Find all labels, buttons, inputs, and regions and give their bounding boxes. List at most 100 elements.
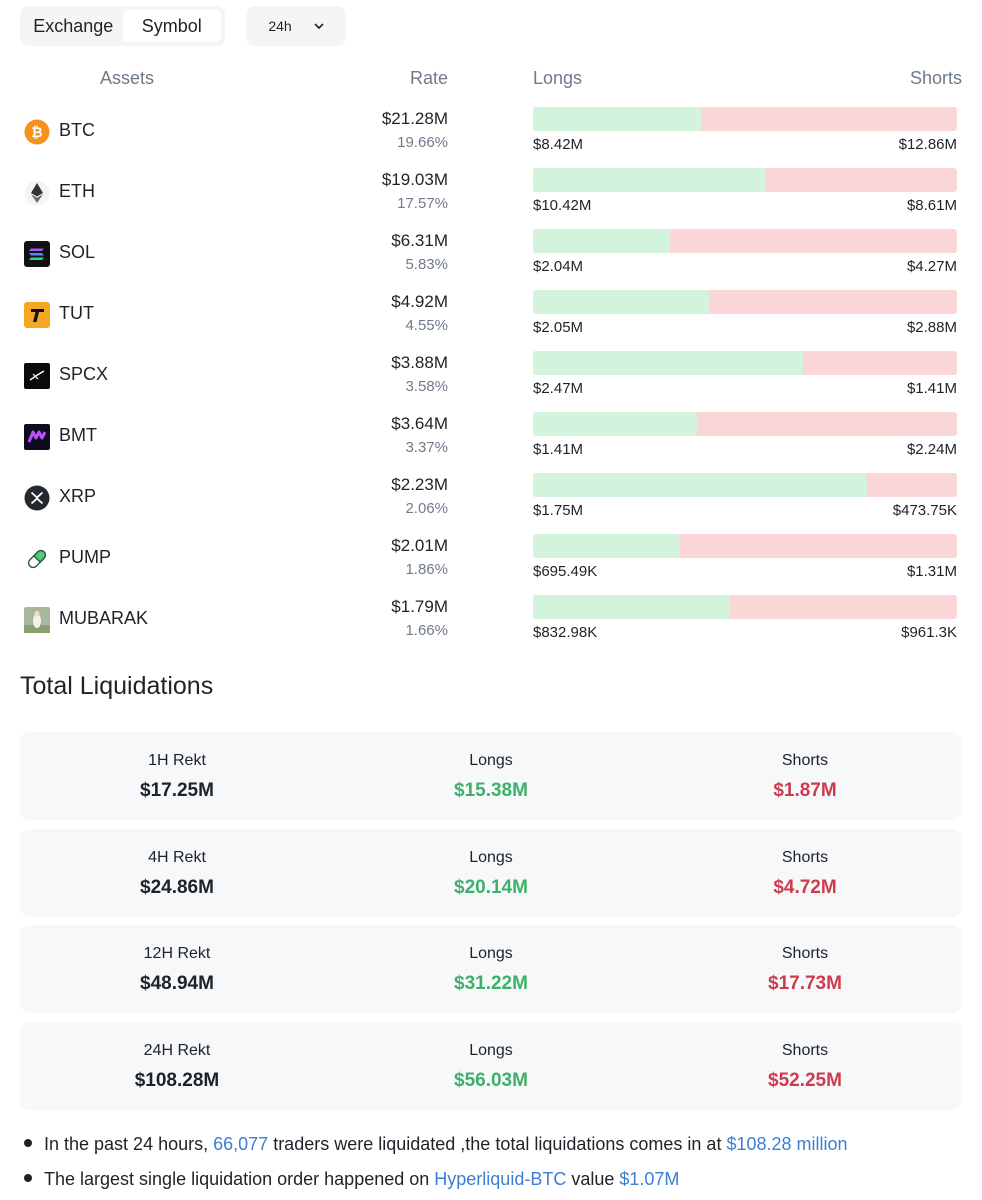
shorts-label: Shorts <box>781 1042 829 1059</box>
summary-line-largest-order: The largest single liquidation order hap… <box>24 1169 679 1190</box>
rekt-longs-cell: Longs $15.38M <box>334 732 648 820</box>
rate-amount: $2.23M <box>391 475 448 494</box>
shorts-value: $12.86M <box>898 136 957 153</box>
rekt-longs-cell: Longs $20.14M <box>334 829 648 917</box>
asset-name: BTC <box>59 120 95 140</box>
header-longs[interactable]: Longs <box>533 68 583 88</box>
shorts-value: $1.31M <box>906 563 957 580</box>
rekt-total-cell: 4H Rekt $24.86M <box>20 829 334 917</box>
longs-label: Longs <box>469 945 513 962</box>
longs-value: $695.49K <box>533 563 598 580</box>
asset-name: BMT <box>59 425 97 445</box>
long-short-bar <box>533 168 957 192</box>
long-bar-fill <box>533 168 766 192</box>
rekt-shorts-cell: Shorts $52.25M <box>648 1022 962 1110</box>
rekt-card-12h: 12H Rekt $48.94M Longs $31.22M Shorts $1… <box>20 925 962 1013</box>
long-bar-fill <box>533 290 710 314</box>
longs-value: $20.14M <box>454 877 528 898</box>
asset-row-tut[interactable]: TUT $4.92M 4.55% $2.05M $2.88M <box>0 290 982 351</box>
long-bar-fill <box>533 595 730 619</box>
long-bar-fill <box>533 351 804 375</box>
rekt-total-cell: 24H Rekt $108.28M <box>20 1022 334 1110</box>
rekt-shorts-cell: Shorts $4.72M <box>648 829 962 917</box>
rekt-total-value: $24.86M <box>140 877 214 898</box>
xrp-icon <box>24 485 50 511</box>
header-assets[interactable]: Assets <box>100 68 155 88</box>
asset-name: ETH <box>59 181 95 201</box>
rate-amount: $6.31M <box>391 231 448 250</box>
header-shorts[interactable]: Shorts <box>909 68 962 88</box>
rekt-total-cell: 1H Rekt $17.25M <box>20 732 334 820</box>
asset-row-xrp[interactable]: XRP $2.23M 2.06% $1.75M $473.75K <box>0 473 982 534</box>
mubarak-icon <box>24 607 50 633</box>
long-short-bar <box>533 473 957 497</box>
time-range-select[interactable]: 24h <box>246 6 346 46</box>
traders-count-link[interactable]: 66,077 <box>213 1134 269 1154</box>
asset-row-mubarak[interactable]: MUBARAK $1.79M 1.66% $832.98K $961.3K <box>0 595 982 656</box>
asset-row-spcx[interactable]: SPCX $3.88M 3.58% $2.47M $1.41M <box>0 351 982 412</box>
long-bar-fill <box>533 107 701 131</box>
asset-row-sol[interactable]: SOL $6.31M 5.83% $2.04M $4.27M <box>0 229 982 290</box>
asset-row-bmt[interactable]: BMT $3.64M 3.37% $1.41M $2.24M <box>0 412 982 473</box>
shorts-value: $1.41M <box>906 380 957 397</box>
shorts-value: $1.87M <box>773 780 837 801</box>
rekt-total-value: $17.25M <box>140 780 214 801</box>
total-liquidations-title: Total Liquidations <box>20 672 214 700</box>
shorts-value: $4.72M <box>773 877 837 898</box>
long-short-bar <box>533 229 957 253</box>
shorts-label: Shorts <box>781 752 829 769</box>
order-value-link[interactable]: $1.07M <box>619 1169 680 1189</box>
long-short-bar <box>533 412 957 436</box>
longs-value: $2.05M <box>533 319 584 336</box>
bullet-dot <box>24 1174 32 1182</box>
toggle-symbol[interactable]: Symbol <box>122 10 221 42</box>
longs-value: $31.22M <box>454 973 528 994</box>
shorts-value: $2.88M <box>906 319 957 336</box>
longs-value: $2.04M <box>533 258 584 275</box>
asset-row-eth[interactable]: ETH $19.03M 17.57% $10.42M $8.61M <box>0 168 982 229</box>
rate-percent: 3.58% <box>405 378 448 395</box>
long-short-bar <box>533 290 957 314</box>
asset-name: SOL <box>59 242 96 262</box>
shorts-label: Shorts <box>781 945 829 962</box>
long-bar-fill <box>533 412 697 436</box>
longs-label: Longs <box>469 1042 513 1059</box>
rate-amount: $3.64M <box>391 414 448 433</box>
exchange-symbol-toggle: Exchange Symbol <box>20 6 225 46</box>
rekt-total-value: $108.28M <box>134 1070 220 1091</box>
long-bar-fill <box>533 534 681 558</box>
summary-text: value <box>566 1169 620 1189</box>
time-range-value: 24h <box>268 18 292 34</box>
longs-label: Longs <box>469 752 513 769</box>
asset-row-pump[interactable]: PUMP $2.01M 1.86% $695.49K $1.31M <box>0 534 982 595</box>
long-short-bar <box>533 107 957 131</box>
pair-link[interactable]: Hyperliquid-BTC <box>434 1169 567 1189</box>
shorts-value: $4.27M <box>906 258 957 275</box>
header-rate[interactable]: Rate <box>409 68 448 88</box>
toggle-exchange[interactable]: Exchange <box>33 15 114 36</box>
shorts-value: $52.25M <box>768 1070 842 1091</box>
bmt-icon <box>24 424 50 450</box>
longs-label: Longs <box>469 849 513 866</box>
longs-value: $1.41M <box>533 441 584 458</box>
solana-icon <box>24 241 50 267</box>
longs-value: $56.03M <box>454 1070 528 1091</box>
long-bar-fill <box>533 229 670 253</box>
rate-percent: 17.57% <box>397 195 448 212</box>
rate-percent: 1.86% <box>405 561 448 578</box>
longs-value: $8.42M <box>533 136 584 153</box>
svg-text:₿: ₿ <box>31 125 42 141</box>
rate-percent: 2.06% <box>405 500 448 517</box>
rekt-longs-cell: Longs $31.22M <box>334 925 648 1013</box>
tut-icon <box>24 302 50 328</box>
asset-row-btc[interactable]: ₿ BTC $21.28M 19.66% $8.42M $12.86M <box>0 107 982 168</box>
rate-amount: $3.88M <box>391 353 448 372</box>
chevron-down-icon <box>314 23 324 29</box>
shorts-value: $473.75K <box>892 502 957 519</box>
asset-name: TUT <box>59 303 94 323</box>
shorts-label: Shorts <box>781 849 829 866</box>
rate-percent: 5.83% <box>405 256 448 273</box>
total-amount-link[interactable]: $108.28 million <box>726 1134 848 1154</box>
pill-icon <box>24 546 50 572</box>
asset-name: PUMP <box>59 547 112 567</box>
